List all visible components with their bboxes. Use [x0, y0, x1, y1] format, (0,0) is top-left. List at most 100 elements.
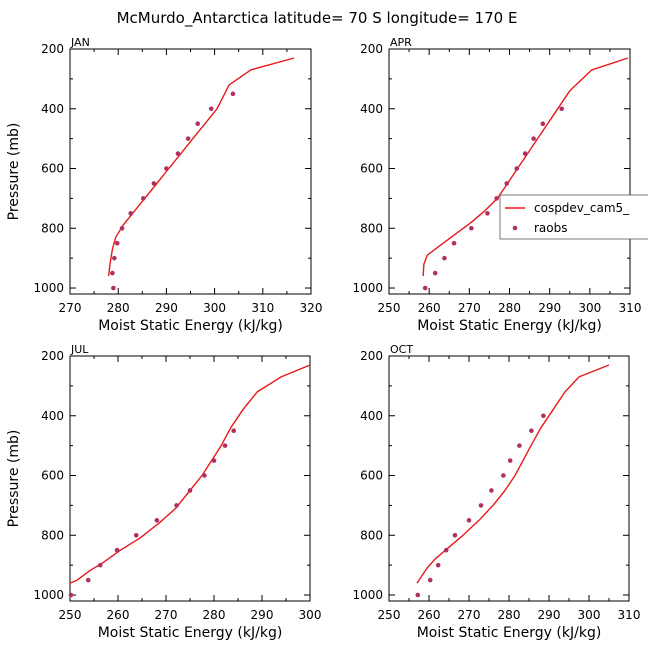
y-tick-label: 400: [41, 102, 64, 116]
obs-point: [175, 151, 181, 156]
obs-point: [531, 136, 536, 141]
obs-point: [422, 285, 428, 291]
y-tick-label: 400: [360, 409, 383, 423]
x-tick-label: 270: [458, 608, 481, 622]
x-tick-label: 250: [378, 608, 401, 622]
x-tick-label: 320: [300, 301, 323, 315]
panel-label: JAN: [70, 36, 90, 49]
obs-point: [435, 562, 441, 568]
x-tick-label: 300: [203, 301, 226, 315]
chart-panels: JAN 270 280 290 300 310 320 200 400 600 800 1000 Moi…: [6, 36, 648, 641]
x-axis-label: Moist Static Energy (kJ/kg): [98, 625, 283, 641]
y-tick-label: 1000: [352, 588, 383, 602]
obs-point: [185, 136, 191, 141]
obs-point: [114, 240, 120, 246]
x-tick-label: 310: [619, 301, 642, 315]
x-tick-label: 260: [107, 608, 130, 622]
obs-point: [451, 240, 457, 246]
y-tick-label: 600: [360, 469, 383, 483]
obs-point: [514, 166, 520, 171]
y-axis-label: Pressure (mb): [6, 123, 22, 221]
figure-title: McMurdo_Antarctica latitude= 70 S longit…: [117, 9, 518, 28]
obs-point: [517, 443, 522, 448]
chart-panel-jul: JUL 250 260 270 280 290 300 200 400 600 800 1000 Moi…: [6, 343, 321, 641]
obs-point: [540, 121, 546, 126]
y-tick-label: 1000: [352, 281, 383, 295]
obs-point: [427, 577, 433, 583]
y-tick-label: 200: [41, 349, 64, 363]
obs-point: [114, 547, 120, 553]
obs-point: [133, 532, 139, 538]
obs-point: [469, 225, 474, 231]
obs-point: [222, 443, 228, 448]
obs-point: [211, 458, 217, 463]
x-tick-label: 270: [59, 301, 82, 315]
obs-point: [466, 518, 472, 523]
obs-point: [164, 166, 169, 171]
obs-point: [151, 181, 157, 186]
obs-point: [432, 270, 438, 276]
y-tick-label: 600: [41, 162, 64, 176]
x-tick-label: 300: [299, 608, 322, 622]
obs-point: [485, 211, 490, 216]
obs-point: [174, 503, 179, 508]
y-tick-label: 200: [360, 42, 383, 56]
obs-point: [208, 106, 214, 112]
obs-point: [541, 413, 546, 419]
y-tick-label: 200: [41, 42, 64, 56]
obs-point: [85, 577, 91, 583]
x-tick-label: 270: [458, 301, 481, 315]
x-tick-label: 290: [538, 301, 561, 315]
y-tick-label: 400: [360, 102, 383, 116]
legend-label-model: cospdev_cam5_: [534, 201, 630, 215]
obs-point: [140, 196, 146, 201]
x-tick-label: 290: [251, 608, 274, 622]
obs-point: [494, 196, 499, 201]
series-line-model: [416, 364, 610, 584]
chart-panel-jan: JAN 270 280 290 300 310 320 200 400 600 800 1000 Moi…: [6, 36, 322, 334]
obs-point: [128, 211, 134, 216]
x-tick-label: 250: [378, 301, 401, 315]
x-tick-label: 280: [498, 608, 521, 622]
y-tick-label: 800: [41, 528, 64, 542]
obs-point: [110, 270, 115, 276]
y-tick-label: 400: [41, 409, 64, 423]
x-tick-label: 270: [155, 608, 178, 622]
obs-point: [522, 151, 528, 156]
x-tick-label: 260: [418, 301, 441, 315]
y-tick-label: 600: [360, 162, 383, 176]
y-axis-label: Pressure (mb): [6, 430, 22, 528]
legend: cospdev_cam5_raobs: [499, 194, 648, 240]
x-tick-label: 250: [59, 608, 82, 622]
obs-point: [443, 547, 449, 553]
x-tick-label: 300: [578, 608, 601, 622]
x-axis-label: Moist Static Energy (kJ/kg): [417, 625, 602, 641]
x-tick-label: 290: [538, 608, 561, 622]
obs-point: [119, 225, 125, 231]
obs-point: [501, 473, 506, 478]
y-tick-label: 800: [360, 528, 383, 542]
x-tick-label: 290: [155, 301, 178, 315]
chart-panel-oct: OCT 250 260 270 280 290 300 310 200 400 600 800 1000…: [352, 343, 640, 641]
obs-point: [68, 592, 74, 598]
x-axis-label: Moist Static Energy (kJ/kg): [98, 318, 283, 334]
panel-label: APR: [390, 36, 412, 49]
legend-label-obs: raobs: [534, 221, 568, 235]
obs-point: [529, 428, 534, 433]
x-tick-label: 260: [418, 608, 441, 622]
obs-point: [111, 285, 116, 291]
x-tick-label: 310: [618, 608, 641, 622]
y-tick-label: 800: [360, 221, 383, 235]
x-tick-label: 310: [251, 301, 274, 315]
legend-box: [499, 194, 648, 240]
y-tick-label: 1000: [33, 588, 64, 602]
panel-label: JUL: [70, 343, 89, 356]
obs-point: [187, 488, 193, 493]
obs-point: [195, 121, 201, 126]
y-tick-label: 200: [360, 349, 383, 363]
x-tick-label: 280: [203, 608, 226, 622]
chart-panel-apr: APR 250 260 270 280 290 300 310 200 400 600 800 1000…: [352, 36, 648, 334]
x-tick-label: 280: [107, 301, 130, 315]
obs-point: [415, 592, 421, 598]
